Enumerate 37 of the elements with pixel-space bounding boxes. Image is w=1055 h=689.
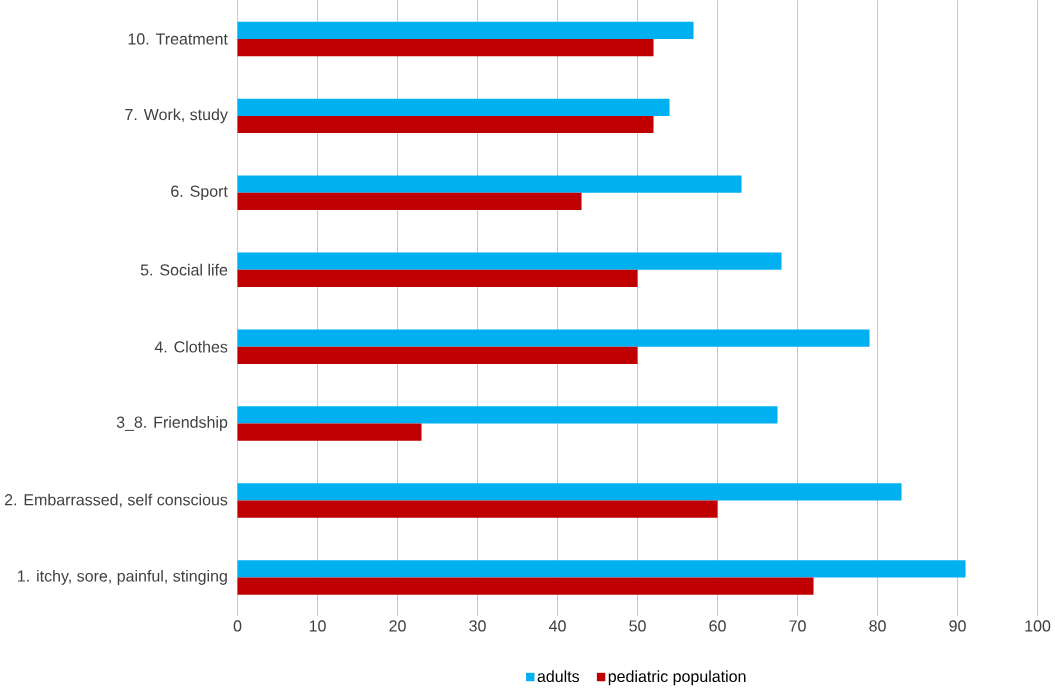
x-tick-label: 30 <box>469 620 486 632</box>
x-tick-label: 100 <box>1025 620 1051 632</box>
x-tick-label: 70 <box>789 620 806 632</box>
bar <box>237 329 870 347</box>
x-tick-label: 20 <box>389 620 406 632</box>
x-tick-label: 80 <box>869 620 886 632</box>
bar <box>237 192 582 211</box>
x-tick-label: 10 <box>309 620 326 632</box>
y-tick-label: 1. itchy, sore, painful, stinging <box>18 570 227 586</box>
bar <box>237 483 902 501</box>
bar <box>237 175 742 193</box>
bar <box>237 406 778 424</box>
x-tick-label: 40 <box>548 620 566 632</box>
y-tick-label: 5. Social life <box>140 264 228 276</box>
bar <box>237 21 694 40</box>
y-tick-label: 4. Clothes <box>154 340 228 353</box>
y-tick-label: 10. Treatment <box>128 33 228 45</box>
y-tick-label: 7. Work, study <box>125 108 228 124</box>
bar <box>237 269 638 288</box>
legend-label: adults <box>537 670 580 683</box>
bar <box>237 423 422 441</box>
legend-label: pediatric population <box>608 670 746 686</box>
y-tick-label: 3_8. Friendship <box>116 416 228 432</box>
bar <box>237 39 654 57</box>
bar <box>237 116 654 134</box>
bar <box>237 98 670 117</box>
x-tick-label: 60 <box>709 620 726 632</box>
y-tick-label: 2. Embarrassed, self conscious <box>4 493 228 508</box>
bar <box>237 346 638 365</box>
bar <box>237 500 718 518</box>
y-tick-label: 6. Sport <box>171 185 228 201</box>
x-tick-label: 90 <box>949 620 966 632</box>
bar <box>237 252 782 270</box>
x-tick-label: 50 <box>629 620 646 632</box>
bar <box>237 560 966 578</box>
bar <box>237 577 814 595</box>
x-tick-label: 0 <box>233 620 242 632</box>
